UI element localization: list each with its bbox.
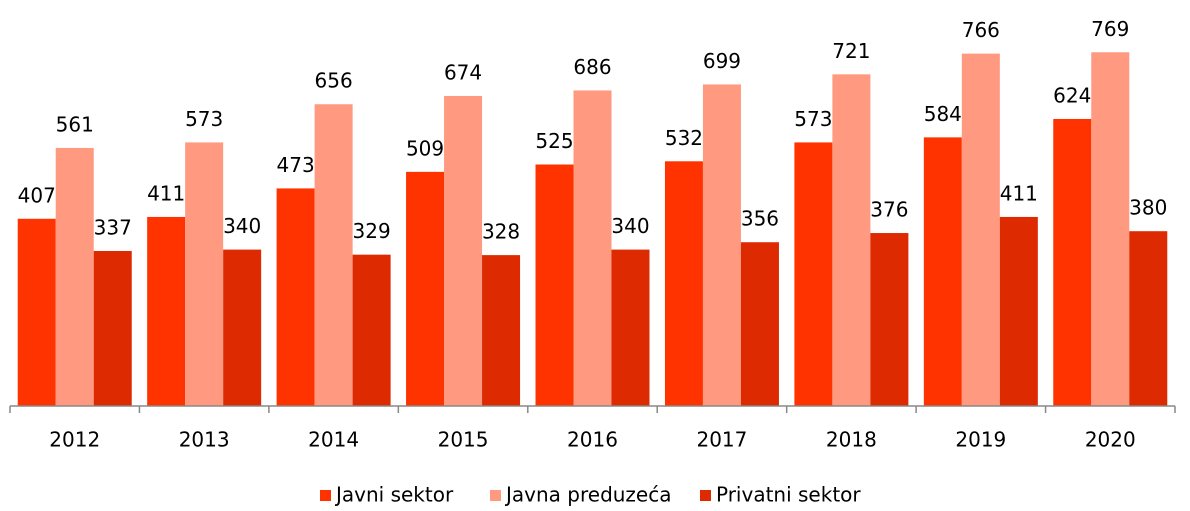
x-tick-label: 2013 (179, 428, 230, 452)
value-label: 329 (353, 219, 391, 243)
x-tick-label: 2020 (1085, 428, 1136, 452)
value-label: 411 (1000, 181, 1038, 205)
bar (832, 74, 871, 406)
bar (999, 216, 1038, 406)
value-label: 686 (573, 55, 611, 79)
value-label: 376 (870, 198, 908, 222)
value-label: 473 (277, 153, 315, 177)
bar (740, 242, 779, 406)
bar (535, 164, 574, 406)
value-label: 573 (185, 107, 223, 131)
legend-swatch (320, 490, 331, 501)
bar (406, 171, 445, 406)
bar (352, 254, 391, 406)
bar (573, 90, 612, 406)
value-label: 340 (611, 214, 649, 238)
x-tick-label: 2016 (567, 428, 618, 452)
value-label: 584 (924, 102, 962, 126)
value-label: 525 (535, 129, 573, 153)
bar (1129, 231, 1168, 406)
value-label: 699 (703, 49, 741, 73)
legend-label: Javna preduzeća (504, 483, 672, 507)
legend-label: Privatni sektor (716, 483, 861, 507)
legend-swatch (700, 490, 711, 501)
bar (794, 142, 833, 407)
value-label: 337 (94, 215, 132, 239)
x-tick-label: 2019 (955, 428, 1006, 452)
value-label: 532 (665, 126, 703, 150)
bar (1053, 118, 1092, 407)
bar (55, 147, 94, 406)
value-label: 721 (832, 39, 870, 63)
bar (276, 188, 315, 406)
value-label: 407 (18, 183, 56, 207)
x-tick-label: 2018 (826, 428, 877, 452)
value-label: 340 (223, 214, 261, 238)
value-label: 766 (962, 18, 1000, 42)
legend-label: Javni sektor (334, 483, 454, 507)
bar (702, 84, 741, 407)
x-tick-label: 2017 (696, 428, 747, 452)
bar (223, 249, 262, 406)
bar (961, 53, 1000, 406)
bar (1091, 52, 1130, 406)
value-label: 561 (56, 112, 94, 136)
bar (482, 255, 521, 406)
bar (147, 216, 186, 406)
value-label: 674 (444, 60, 482, 84)
bar (611, 249, 650, 406)
value-label: 509 (406, 136, 444, 160)
bar (314, 104, 353, 407)
value-label: 769 (1091, 17, 1129, 41)
value-label: 328 (482, 220, 520, 244)
bar (923, 137, 962, 407)
bar (444, 95, 483, 407)
value-label: 356 (741, 207, 779, 231)
value-label: 573 (794, 107, 832, 131)
bar (93, 250, 132, 406)
x-tick-label: 2015 (438, 428, 489, 452)
x-tick-label: 2012 (49, 428, 100, 452)
value-label: 656 (315, 69, 353, 93)
value-label: 380 (1129, 196, 1167, 220)
value-label: 624 (1053, 83, 1091, 107)
bar (664, 161, 703, 406)
legend-swatch (490, 490, 501, 501)
bar (185, 142, 224, 407)
value-label: 411 (147, 181, 185, 205)
bar (17, 218, 56, 406)
bar (870, 233, 909, 406)
x-tick-label: 2014 (308, 428, 359, 452)
